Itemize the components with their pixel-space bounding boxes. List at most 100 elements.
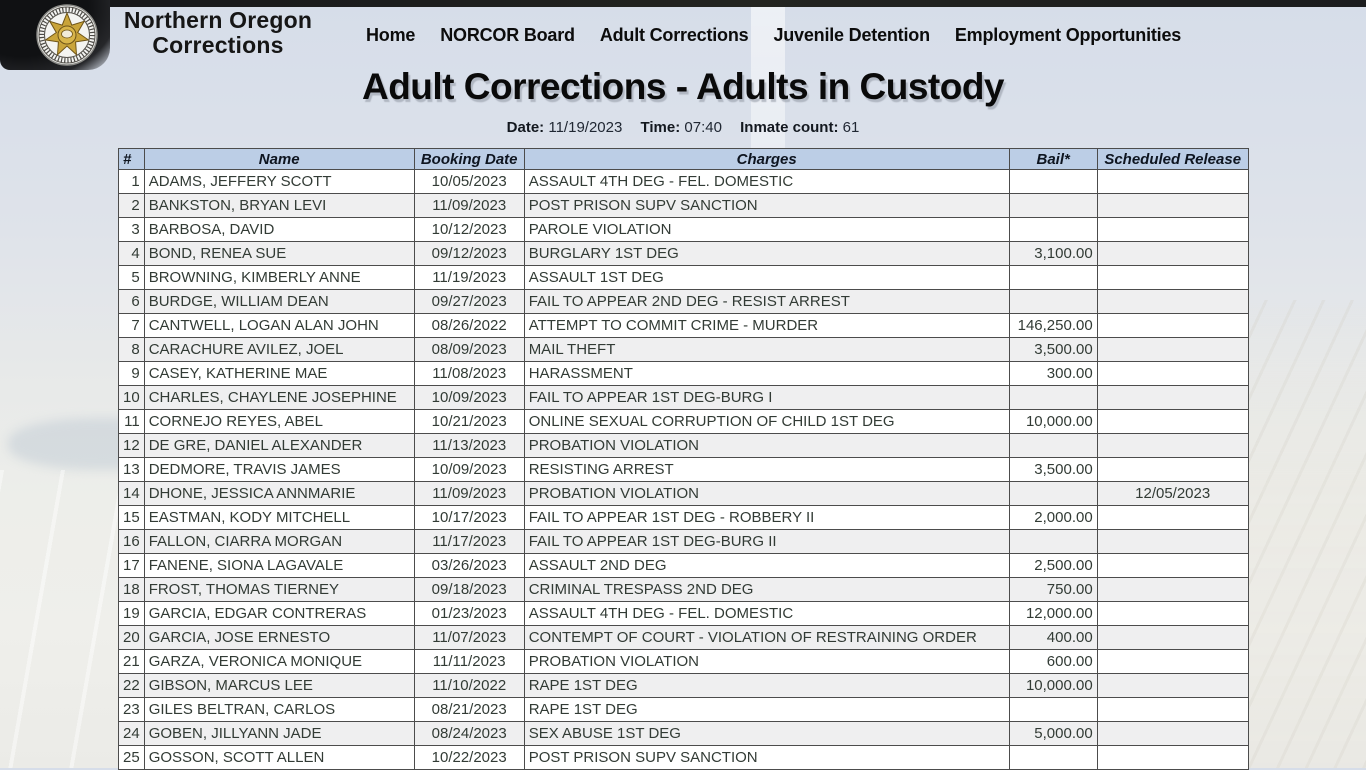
main-nav: Home NORCOR Board Adult Corrections Juvenil… [366, 25, 1181, 46]
table-row: 25 GOSSON, SCOTT ALLEN 10/22/2023 POST PRIS… [118, 745, 1249, 770]
cell-num: 2 [118, 193, 145, 218]
cell-name: BURDGE, WILLIAM DEAN [143, 289, 415, 314]
nav-item-adult-corrections[interactable]: Adult Corrections [599, 25, 749, 45]
table-row: 3 BARBOSA, DAVID 10/12/2023 PAROLE VIOLATIO… [118, 217, 1249, 242]
cell-num: 4 [118, 241, 145, 266]
cell-scheduled-release [1096, 409, 1249, 434]
cell-booking-date: 08/09/2023 [413, 337, 525, 362]
cell-booking-date: 11/09/2023 [413, 481, 525, 506]
cell-name: GOSSON, SCOTT ALLEN [143, 745, 415, 770]
cell-charges: FAIL TO APPEAR 2ND DEG - RESIST ARREST [523, 289, 1010, 314]
brand-line1: Northern Oregon [123, 7, 313, 33]
cell-bail: 2,000.00 [1008, 505, 1098, 530]
cell-num: 18 [118, 577, 145, 602]
cell-num: 14 [118, 481, 145, 506]
table-header-row: # Name Booking Date Charges Bail* Scheduled R… [118, 148, 1249, 170]
table-row: 16 FALLON, CIARRA MORGAN 11/17/2023 FAIL TO… [118, 529, 1249, 554]
cell-name: FROST, THOMAS TIERNEY [143, 577, 415, 602]
cell-charges: ASSAULT 4TH DEG - FEL. DOMESTIC [523, 169, 1010, 194]
cell-name: BROWNING, KIMBERLY ANNE [143, 265, 415, 290]
cell-charges: BURGLARY 1ST DEG [523, 241, 1010, 266]
cell-scheduled-release: 12/05/2023 [1096, 481, 1249, 506]
cell-booking-date: 11/07/2023 [413, 625, 525, 650]
cell-num: 22 [118, 673, 145, 698]
table-row: 19 GARCIA, EDGAR CONTRERAS 01/23/2023 ASSAU… [118, 601, 1249, 626]
table-row: 9 CASEY, KATHERINE MAE 11/08/2023 HARASSMEN… [118, 361, 1249, 386]
cell-scheduled-release [1096, 721, 1249, 746]
cell-bail: 3,500.00 [1008, 457, 1098, 482]
cell-bail [1008, 265, 1098, 290]
table-row: 11 CORNEJO REYES, ABEL 10/21/2023 ONLINE SE… [118, 409, 1249, 434]
cell-charges: HARASSMENT [523, 361, 1010, 386]
cell-scheduled-release [1096, 361, 1249, 386]
cell-name: DHONE, JESSICA ANNMARIE [143, 481, 415, 506]
col-header-name: Name [143, 148, 415, 170]
table-row: 13 DEDMORE, TRAVIS JAMES 10/09/2023 RESISTI… [118, 457, 1249, 482]
table-row: 5 BROWNING, KIMBERLY ANNE 11/19/2023 ASSAUL… [118, 265, 1249, 290]
cell-scheduled-release [1096, 625, 1249, 650]
cell-charges: FAIL TO APPEAR 1ST DEG-BURG I [523, 385, 1010, 410]
cell-charges: PROBATION VIOLATION [523, 433, 1010, 458]
cell-scheduled-release [1096, 601, 1249, 626]
table-row: 2 BANKSTON, BRYAN LEVI 11/09/2023 POST PRIS… [118, 193, 1249, 218]
table-row: 8 CARACHURE AVILEZ, JOEL 08/09/2023 MAIL TH… [118, 337, 1249, 362]
cell-charges: CRIMINAL TRESPASS 2ND DEG [523, 577, 1010, 602]
brand-name[interactable]: Northern Oregon Corrections [100, 8, 336, 58]
cell-charges: PROBATION VIOLATION [523, 649, 1010, 674]
cell-charges: ASSAULT 2ND DEG [523, 553, 1010, 578]
cell-bail [1008, 745, 1098, 770]
cell-booking-date: 11/17/2023 [413, 529, 525, 554]
cell-bail [1008, 697, 1098, 722]
cell-booking-date: 11/10/2022 [413, 673, 525, 698]
cell-num: 16 [118, 529, 145, 554]
brand-line2: Corrections [152, 31, 284, 58]
cell-name: CORNEJO REYES, ABEL [143, 409, 415, 434]
nav-item-norcor-board[interactable]: NORCOR Board [440, 25, 575, 45]
cell-charges: MAIL THEFT [523, 337, 1010, 362]
cell-name: CASEY, KATHERINE MAE [143, 361, 415, 386]
cell-booking-date: 03/26/2023 [413, 553, 525, 578]
cell-num: 5 [118, 265, 145, 290]
nav-item-home[interactable]: Home [366, 25, 416, 45]
cell-charges: CONTEMPT OF COURT - VIOLATION OF RESTRAI… [523, 625, 1010, 650]
sheriff-badge-icon[interactable] [36, 4, 98, 66]
cell-booking-date: 10/21/2023 [413, 409, 525, 434]
time-value: 07:40 [684, 119, 722, 136]
cell-bail [1008, 169, 1098, 194]
cell-scheduled-release [1096, 529, 1249, 554]
cell-booking-date: 09/27/2023 [413, 289, 525, 314]
cell-scheduled-release [1096, 649, 1249, 674]
table-row: 6 BURDGE, WILLIAM DEAN 09/27/2023 FAIL TO A… [118, 289, 1249, 314]
cell-name: GIBSON, MARCUS LEE [143, 673, 415, 698]
cell-bail: 2,500.00 [1008, 553, 1098, 578]
cell-scheduled-release [1096, 241, 1249, 266]
cell-bail: 10,000.00 [1008, 409, 1098, 434]
cell-scheduled-release [1096, 745, 1249, 770]
cell-booking-date: 09/18/2023 [413, 577, 525, 602]
nav-item-employment-opportunities[interactable]: Employment Opportunities [954, 25, 1182, 45]
table-row: 23 GILES BELTRAN, CARLOS 08/21/2023 RAPE 1S… [118, 697, 1249, 722]
cell-charges: FAIL TO APPEAR 1ST DEG-BURG II [523, 529, 1010, 554]
col-header-scheduled-release: Scheduled Release [1096, 148, 1249, 170]
cell-name: CANTWELL, LOGAN ALAN JOHN [143, 313, 415, 338]
cell-scheduled-release [1096, 505, 1249, 530]
cell-charges: ONLINE SEXUAL CORRUPTION OF CHILD 1ST DE… [523, 409, 1010, 434]
cell-booking-date: 10/05/2023 [413, 169, 525, 194]
cell-booking-date: 08/24/2023 [413, 721, 525, 746]
cell-bail [1008, 481, 1098, 506]
cell-scheduled-release [1096, 385, 1249, 410]
cell-num: 11 [118, 409, 145, 434]
cell-num: 6 [118, 289, 145, 314]
inmates-table-wrap: # Name Booking Date Charges Bail* Scheduled R… [118, 148, 1249, 770]
cell-name: EASTMAN, KODY MITCHELL [143, 505, 415, 530]
cell-charges: PROBATION VIOLATION [523, 481, 1010, 506]
cell-charges: SEX ABUSE 1ST DEG [523, 721, 1010, 746]
cell-num: 21 [118, 649, 145, 674]
cell-scheduled-release [1096, 313, 1249, 338]
inmate-count-value: 61 [842, 119, 860, 136]
cell-num: 17 [118, 553, 145, 578]
nav-item-juvenile-detention[interactable]: Juvenile Detention [773, 25, 930, 45]
table-row: 14 DHONE, JESSICA ANNMARIE 11/09/2023 PROBA… [118, 481, 1249, 506]
cell-charges: PAROLE VIOLATION [523, 217, 1010, 242]
cell-name: ADAMS, JEFFERY SCOTT [143, 169, 415, 194]
